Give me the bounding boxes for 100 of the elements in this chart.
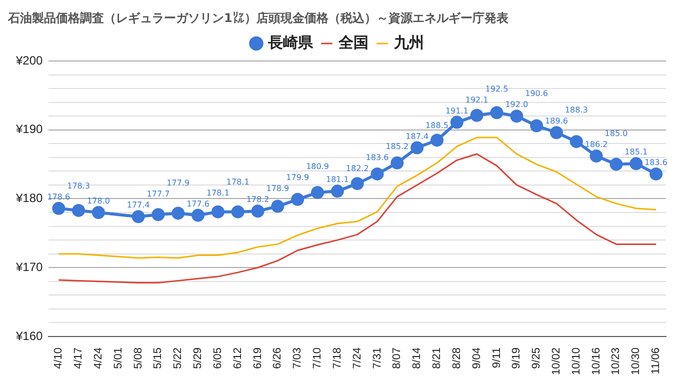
x-tick-label: 9/11 [490, 347, 503, 368]
data-label: 177.7 [146, 190, 170, 199]
point [570, 135, 583, 148]
data-label: 185.1 [624, 148, 648, 157]
y-tick-label: ¥160 [14, 328, 44, 343]
point [590, 150, 603, 163]
data-label: 189.6 [545, 116, 568, 126]
x-tick-label: 7/24 [351, 347, 364, 369]
x-tick-label: 6/26 [272, 347, 284, 369]
data-label: 185.2 [386, 142, 409, 152]
x-tick-label: 6/12 [232, 347, 244, 369]
point [231, 205, 244, 218]
data-label: 183.6 [366, 153, 389, 162]
y-tick-label: ¥180 [14, 191, 44, 206]
x-tick-label: 9/04 [470, 347, 483, 369]
x-tick-label: 6/19 [252, 347, 264, 369]
x-tick-label: 8/14 [411, 347, 424, 369]
point [152, 208, 165, 222]
point [251, 204, 264, 218]
point [530, 119, 544, 132]
data-label: 192.0 [505, 100, 528, 110]
legend-label: 九州 [392, 34, 424, 52]
legend-label: 長崎県 [266, 34, 314, 52]
y-tick-label: ¥190 [14, 122, 44, 136]
point [311, 186, 324, 200]
x-tick-label: 8/21 [431, 347, 444, 369]
data-label: 188.3 [564, 106, 588, 115]
point [370, 167, 384, 180]
x-tick-label: 4/24 [92, 347, 105, 369]
point [390, 156, 404, 170]
point [410, 141, 424, 154]
point [430, 134, 444, 147]
data-label: 187.4 [406, 132, 429, 141]
point [490, 106, 504, 120]
point [92, 206, 105, 220]
x-tick-label: 6/05 [212, 347, 224, 369]
point [271, 200, 284, 213]
x-tick-label: 10/02 [550, 347, 563, 376]
x-tick-label: 7/10 [312, 347, 324, 369]
data-label: 178.1 [226, 177, 250, 186]
data-label: 179.9 [286, 173, 310, 182]
data-label: 191.1 [445, 106, 468, 116]
data-label: 178.9 [266, 184, 290, 194]
data-label: 178.2 [246, 195, 270, 204]
data-label: 178.3 [67, 181, 90, 190]
point [132, 210, 145, 224]
point [510, 110, 524, 123]
point [630, 157, 643, 170]
x-tick-label: 5/22 [172, 347, 184, 369]
x-tick-label: 10/23 [610, 347, 622, 376]
x-tick-label: 10/10 [570, 347, 582, 376]
chart-title: 石油製品価格調査（レギュラーガソリン1㍑）店頭現金価格（税込）～資源エネルギー庁発表 [8, 10, 508, 27]
data-label: 183.6 [644, 158, 668, 168]
data-label: 180.9 [306, 162, 329, 172]
data-label: 192.1 [465, 95, 488, 104]
x-tick-label: 10/16 [590, 347, 602, 376]
point [470, 108, 484, 122]
x-tick-label: 5/15 [152, 347, 164, 369]
x-tick-label: 11/06 [650, 347, 662, 374]
x-tick-label: 5/08 [132, 347, 144, 369]
point [291, 192, 304, 206]
x-tick-label: 5/29 [192, 347, 204, 369]
data-label: 190.6 [525, 89, 548, 98]
point [650, 167, 663, 180]
x-tick-label: 10/30 [630, 347, 642, 376]
x-tick-label: 8/07 [391, 347, 404, 369]
point [192, 208, 205, 222]
data-label: 177.6 [186, 199, 210, 208]
point [52, 202, 66, 215]
point [172, 206, 185, 220]
data-label: 177.4 [126, 200, 150, 210]
x-tick-label: 9/19 [510, 347, 523, 369]
data-label: 178.0 [87, 196, 110, 206]
data-label: 185.0 [604, 129, 628, 138]
x-tick-label: 7/03 [292, 347, 304, 369]
point [211, 205, 224, 218]
point [350, 177, 364, 190]
y-tick-label: ¥170 [14, 260, 44, 274]
point [72, 204, 86, 217]
point [450, 116, 464, 129]
data-label: 178.1 [206, 188, 230, 198]
x-tick-label: 5/01 [112, 347, 124, 369]
x-tick-label: 7/18 [331, 347, 344, 369]
legend-label: 全国 [337, 34, 368, 52]
point [550, 126, 563, 140]
data-label: 182.2 [346, 164, 369, 174]
x-tick-label: 9/25 [530, 347, 543, 369]
data-label: 177.9 [166, 178, 190, 188]
x-tick-label: 4/10 [52, 347, 65, 369]
data-label: 192.5 [485, 84, 508, 94]
x-tick-label: 4/17 [72, 347, 85, 369]
x-tick-label: 8/28 [450, 347, 463, 369]
data-label: 181.1 [326, 175, 349, 184]
data-label: 178.6 [47, 192, 70, 202]
data-label: 186.2 [584, 140, 608, 150]
point [610, 158, 623, 171]
point [330, 184, 344, 198]
data-label: 188.5 [426, 120, 448, 130]
y-tick-label: ¥200 [14, 53, 44, 68]
x-tick-label: 7/31 [371, 347, 384, 369]
